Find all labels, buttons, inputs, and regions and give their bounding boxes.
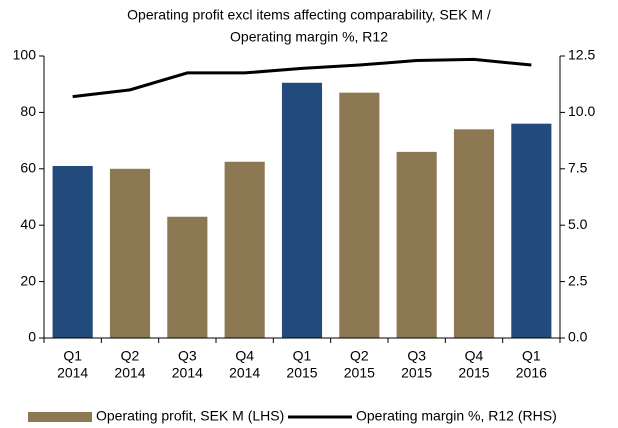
y-tick-label: 0	[28, 329, 36, 345]
x-tick-label: 2016	[516, 365, 547, 381]
line	[72, 57, 532, 99]
x-tick-label: 2015	[344, 365, 375, 381]
x-tick-label: 2014	[57, 365, 88, 381]
y2-tick-label: 10.0	[568, 103, 595, 119]
y2-tick-label: 2.5	[568, 272, 588, 288]
x-tick-label: 2014	[229, 365, 260, 381]
y2-tick-label: 0.0	[568, 329, 588, 345]
y2-tick-label: 5.0	[568, 216, 588, 232]
x-tick-label: Q2	[350, 348, 369, 364]
bar	[511, 123, 552, 339]
x-tick-label: 2014	[114, 365, 145, 381]
x-tick-label: 2015	[401, 365, 432, 381]
bar	[52, 165, 93, 338]
legend-swatch	[28, 412, 92, 422]
bar	[339, 92, 380, 338]
y-tick-label: 80	[20, 103, 36, 119]
bar	[281, 82, 323, 338]
chart-title: Operating profit excl items affecting co…	[127, 7, 491, 23]
x-tick-label: Q4	[465, 348, 484, 364]
x-tick-label: 2015	[458, 365, 489, 381]
x-tick-label: Q3	[407, 348, 426, 364]
bar	[224, 161, 265, 338]
y2-tick-label: 12.5	[568, 47, 595, 63]
bar	[453, 129, 495, 338]
y-tick-label: 40	[20, 216, 36, 232]
bar	[396, 151, 437, 338]
y-tick-label: 100	[13, 47, 37, 63]
bar	[109, 168, 151, 338]
x-tick-label: Q3	[178, 348, 197, 364]
x-tick-label: Q1	[522, 348, 541, 364]
x-tick-label: Q1	[63, 348, 82, 364]
bar	[167, 216, 208, 338]
y-tick-label: 60	[20, 160, 36, 176]
x-tick-label: Q1	[293, 348, 312, 364]
x-tick-label: Q4	[235, 348, 254, 364]
legend-label: Operating margin %, R12 (RHS)	[356, 408, 557, 424]
y-tick-label: 20	[20, 272, 36, 288]
chart-title: Operating margin %, R12	[230, 29, 388, 45]
legend-label: Operating profit, SEK M (LHS)	[96, 408, 284, 424]
y2-tick-label: 7.5	[568, 160, 588, 176]
x-tick-label: Q2	[121, 348, 140, 364]
x-tick-label: 2015	[286, 365, 317, 381]
x-tick-label: 2014	[172, 365, 203, 381]
